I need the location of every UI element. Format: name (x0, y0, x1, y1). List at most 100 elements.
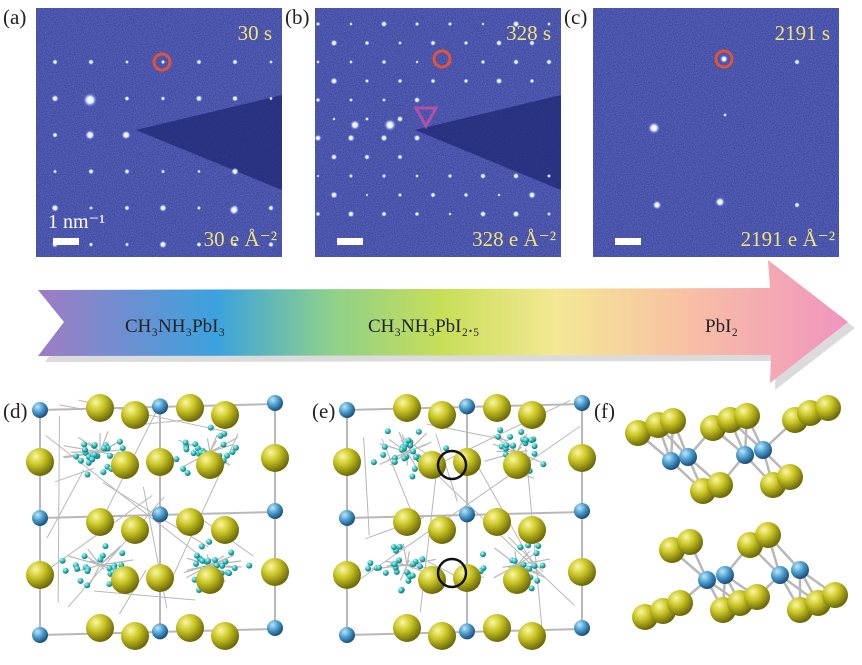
organic-atom (415, 428, 422, 435)
organic-atom (404, 569, 411, 576)
diffraction-spot (316, 174, 320, 178)
iodine-atom (261, 558, 289, 586)
beam-stopper-shadow (136, 95, 282, 190)
diffraction-spot (88, 205, 94, 211)
diffraction-spot (124, 242, 130, 247)
organic-atom (382, 569, 389, 576)
diffraction-spot (414, 21, 420, 27)
organic-atom (370, 459, 377, 466)
diffraction-spot (512, 20, 520, 28)
organic-atom (376, 564, 383, 571)
organic-atom (205, 557, 212, 564)
diffraction-spot (349, 22, 353, 26)
organic-atom (206, 538, 213, 545)
organic-atom (217, 432, 224, 439)
organic-atom (246, 562, 253, 569)
organic-atom (517, 544, 524, 551)
diffraction-spot (232, 242, 238, 247)
bond (67, 555, 101, 566)
iodine-atom (146, 448, 174, 476)
organic-atom (59, 557, 66, 564)
organic-atom (100, 469, 107, 476)
noise-texture (593, 8, 839, 257)
panel-label-d: (d) (3, 399, 28, 423)
organic-atom (401, 455, 408, 462)
lead-atom (459, 506, 475, 523)
marker-triangle-b (413, 106, 439, 130)
organic-atom (381, 443, 388, 450)
lead-atom (459, 398, 475, 415)
lead-atom (32, 510, 48, 526)
panel-label-f: (f) (594, 399, 615, 423)
diffraction-spot (88, 242, 94, 247)
diffraction-spot (314, 134, 322, 142)
bond (99, 564, 105, 570)
lead-atom (32, 402, 48, 418)
organic-atom (409, 572, 416, 579)
organic-atom (91, 442, 98, 449)
iodine-atom (393, 394, 421, 422)
diffraction-spot (160, 59, 166, 65)
iodine-atom (677, 529, 703, 555)
diffraction-spot (52, 169, 58, 174)
organic-atom (106, 565, 113, 572)
diffraction-spot (330, 153, 338, 161)
iodine-atom (428, 622, 456, 650)
diffraction-spot (415, 174, 419, 178)
organic-atom (228, 549, 235, 556)
iodine-atom (453, 564, 481, 592)
diffraction-spot (546, 211, 552, 217)
diffraction-spot (124, 59, 130, 65)
diffraction-spot (495, 77, 503, 85)
organic-atom (84, 568, 91, 575)
scale-bar-c (615, 238, 641, 245)
time-label-b: 328 s (506, 21, 551, 45)
iodine-atom (121, 516, 149, 544)
lead-atom (459, 623, 475, 640)
iodine-atom (26, 561, 54, 589)
diffraction-spot (348, 59, 354, 65)
iodine-atom (146, 564, 174, 592)
lead-atom (574, 619, 590, 636)
organic-atom (411, 465, 418, 472)
organic-atom (417, 563, 424, 570)
diffraction-spot (463, 78, 469, 84)
diffraction-spot (529, 78, 535, 84)
diffraction-spot (381, 173, 387, 179)
organic-atom (62, 567, 69, 574)
iodine-atom (503, 566, 531, 594)
diffraction-spot (347, 210, 355, 218)
stage-label-3: PbI₂ (705, 316, 738, 337)
panel-label-b: (b) (285, 5, 310, 29)
diffraction-spot (723, 113, 727, 117)
iodine-atom (568, 444, 596, 472)
organic-atom (183, 446, 190, 453)
organic-atom (116, 438, 123, 445)
panel-label-e: (e) (312, 399, 335, 423)
diffraction-spot (195, 94, 203, 103)
diffraction-spot (652, 200, 662, 210)
organic-atom (523, 437, 530, 444)
lead-atom (152, 398, 168, 415)
diffraction-spot (463, 40, 469, 46)
diffraction-spot (447, 21, 453, 27)
iodine-atom (755, 522, 781, 548)
diffraction-spot (330, 77, 338, 85)
iodine-atom (744, 584, 770, 610)
organic-atom (77, 577, 84, 584)
bond (89, 560, 101, 566)
lead-atom (32, 627, 48, 643)
diffraction-spot (196, 241, 202, 248)
organic-atom (219, 562, 226, 569)
iodine-atom (777, 464, 803, 490)
organic-atom (520, 561, 527, 568)
diffraction-spot (160, 96, 166, 101)
crystal-structure-e (333, 394, 596, 650)
organic-atom (391, 459, 398, 466)
bond (99, 559, 134, 566)
iodine-atom (211, 516, 239, 544)
lead-atom (679, 448, 697, 466)
diffraction-spot (448, 212, 452, 216)
stage-label-1: CH₃NH₃PbI₃ (125, 316, 225, 337)
bond (99, 448, 125, 453)
